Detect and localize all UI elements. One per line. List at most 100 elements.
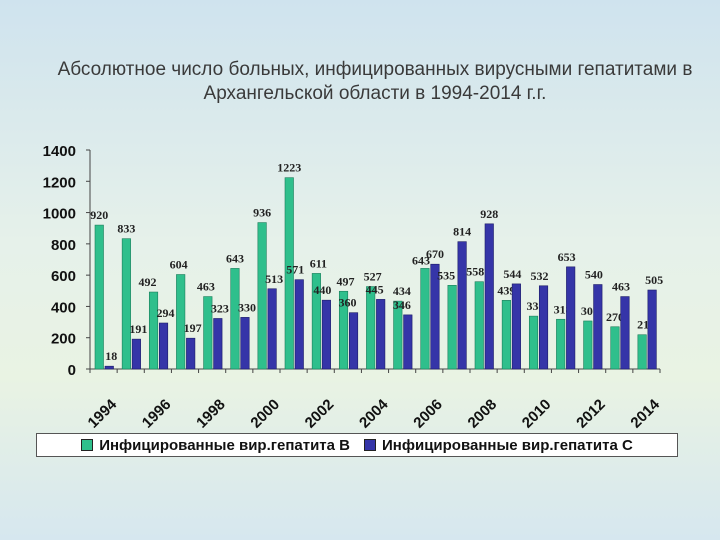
bar-hepatitis-c — [321, 299, 331, 370]
bar-hepatitis-b — [148, 291, 159, 370]
x-tick-label: 2000 — [247, 396, 283, 432]
bar-hepatitis-c — [131, 338, 141, 370]
y-tick-label: 400 — [51, 299, 76, 316]
legend-swatch-hepatitis-c — [364, 439, 376, 451]
data-label-hepatitis-c: 445 — [366, 282, 384, 296]
data-label-hepatitis-c: 18 — [105, 349, 117, 363]
x-tick-label: 2010 — [519, 396, 555, 432]
data-label-hepatitis-b: 1223 — [277, 161, 301, 175]
bar-hepatitis-c — [538, 285, 549, 370]
bar-hepatitis-b — [176, 274, 186, 370]
data-label-hepatitis-c: 532 — [531, 269, 549, 283]
data-label-hepatitis-b: 936 — [253, 206, 271, 220]
x-tick-label: 1998 — [193, 396, 229, 432]
bar-hepatitis-c — [593, 284, 603, 370]
bar-hepatitis-c — [511, 283, 521, 370]
data-label-hepatitis-c: 323 — [211, 301, 229, 315]
bar-hepatitis-b — [637, 334, 647, 370]
data-label-hepatitis-b: 611 — [310, 256, 327, 270]
data-label-hepatitis-b: 439 — [497, 283, 515, 297]
y-tick-label: 0 — [68, 362, 76, 379]
bar-hepatitis-b — [94, 224, 104, 370]
bar-hepatitis-b — [311, 273, 321, 370]
chart-title-line-1: Абсолютное число больных, инфицированных… — [57, 59, 693, 80]
legend-swatch-hepatitis-b — [81, 439, 94, 451]
bar-hepatitis-b — [420, 268, 430, 370]
data-label-hepatitis-c: 346 — [393, 298, 411, 312]
data-label-hepatitis-b: 833 — [117, 222, 135, 236]
y-tick-label: 1400 — [43, 143, 76, 160]
y-tick-label: 1000 — [43, 206, 76, 223]
y-tick-label: 200 — [51, 331, 76, 348]
bar-hepatitis-b — [393, 300, 403, 370]
bar-hepatitis-c — [186, 337, 196, 370]
data-label-hepatitis-b: 643 — [226, 251, 244, 265]
bar-hepatitis-c — [457, 241, 467, 370]
bar-hepatitis-b — [447, 285, 457, 370]
bar-hepatitis-c — [267, 288, 277, 370]
y-tick-label: 600 — [51, 268, 76, 285]
y-tick-label: 800 — [51, 237, 76, 254]
data-label-hepatitis-b: 497 — [337, 274, 355, 288]
bar-hepatitis-c — [376, 299, 386, 370]
bar-hepatitis-c — [430, 263, 440, 370]
data-label-hepatitis-c: 463 — [612, 280, 630, 294]
data-label-hepatitis-c: 670 — [426, 247, 444, 261]
chart-title-line-2: Архангельской области в 1994-2014 г.г. — [203, 83, 547, 104]
bar-hepatitis-c — [484, 223, 494, 370]
bar-hepatitis-b — [257, 222, 267, 370]
x-tick-label: 2008 — [465, 396, 501, 432]
chart-legend: Инфицированные вир.гепатита В Инфицирова… — [36, 433, 678, 457]
data-label-hepatitis-c: 197 — [184, 321, 202, 335]
data-label-hepatitis-c: 294 — [157, 306, 175, 320]
data-label-hepatitis-c: 571 — [286, 263, 304, 277]
x-tick-label: 1996 — [139, 396, 175, 432]
data-label-hepatitis-b: 535 — [437, 268, 455, 282]
data-label-hepatitis-c: 440 — [313, 283, 331, 297]
bar-hepatitis-c — [213, 318, 223, 370]
data-label-hepatitis-c: 191 — [129, 322, 147, 336]
bar-hepatitis-b — [121, 238, 131, 370]
bar-hepatitis-c — [403, 314, 413, 370]
data-label-hepatitis-b: 270 — [606, 310, 624, 324]
bar-hepatitis-b — [556, 318, 566, 370]
data-label-hepatitis-c: 540 — [585, 268, 603, 282]
bar-hepatitis-b — [284, 177, 294, 370]
bar-hepatitis-c — [104, 365, 114, 370]
legend-label-hepatitis-c: Инфицированные вир.гепатита С — [382, 436, 633, 454]
bar-hepatitis-b — [474, 281, 484, 370]
data-label-hepatitis-c: 330 — [238, 300, 256, 314]
bar-hepatitis-b — [583, 320, 593, 370]
x-tick-label: 2004 — [356, 396, 392, 432]
data-label-hepatitis-c: 544 — [503, 267, 521, 281]
data-label-hepatitis-c: 505 — [645, 273, 663, 287]
bar-hepatitis-b — [366, 286, 376, 370]
x-tick-label: 2002 — [302, 396, 338, 432]
x-tick-label: 2012 — [573, 396, 609, 432]
data-label-hepatitis-c: 360 — [339, 296, 357, 310]
bar-hepatitis-b — [501, 300, 511, 370]
x-tick-label: 2014 — [627, 396, 663, 432]
bar-hepatitis-c — [566, 266, 576, 370]
bar-hepatitis-c — [240, 317, 250, 370]
data-label-hepatitis-b: 920 — [90, 208, 108, 222]
legend-label-hepatitis-b: Инфицированные вир.гепатита В — [99, 436, 350, 454]
data-label-hepatitis-b: 492 — [139, 275, 157, 289]
y-tick-label: 1200 — [43, 174, 76, 191]
data-label-hepatitis-b: 527 — [364, 270, 382, 284]
data-label-hepatitis-b: 604 — [170, 258, 188, 272]
data-label-hepatitis-b: 558 — [466, 265, 484, 279]
data-label-hepatitis-b: 643 — [412, 253, 430, 267]
bar-hepatitis-b — [230, 268, 240, 370]
bar-hepatitis-c — [647, 289, 657, 370]
bar-hepatitis-c — [348, 312, 359, 370]
bar-hepatitis-b — [338, 290, 349, 370]
x-tick-label: 1994 — [85, 396, 121, 432]
legend-item-hepatitis-b: Инфицированные вир.гепатита В — [81, 437, 350, 454]
bar-hepatitis-b — [203, 296, 213, 370]
data-label-hepatitis-b: 463 — [197, 280, 215, 294]
data-label-hepatitis-c: 653 — [558, 250, 576, 264]
bar-hepatitis-b — [610, 326, 620, 370]
bar-hepatitis-c — [620, 296, 630, 370]
